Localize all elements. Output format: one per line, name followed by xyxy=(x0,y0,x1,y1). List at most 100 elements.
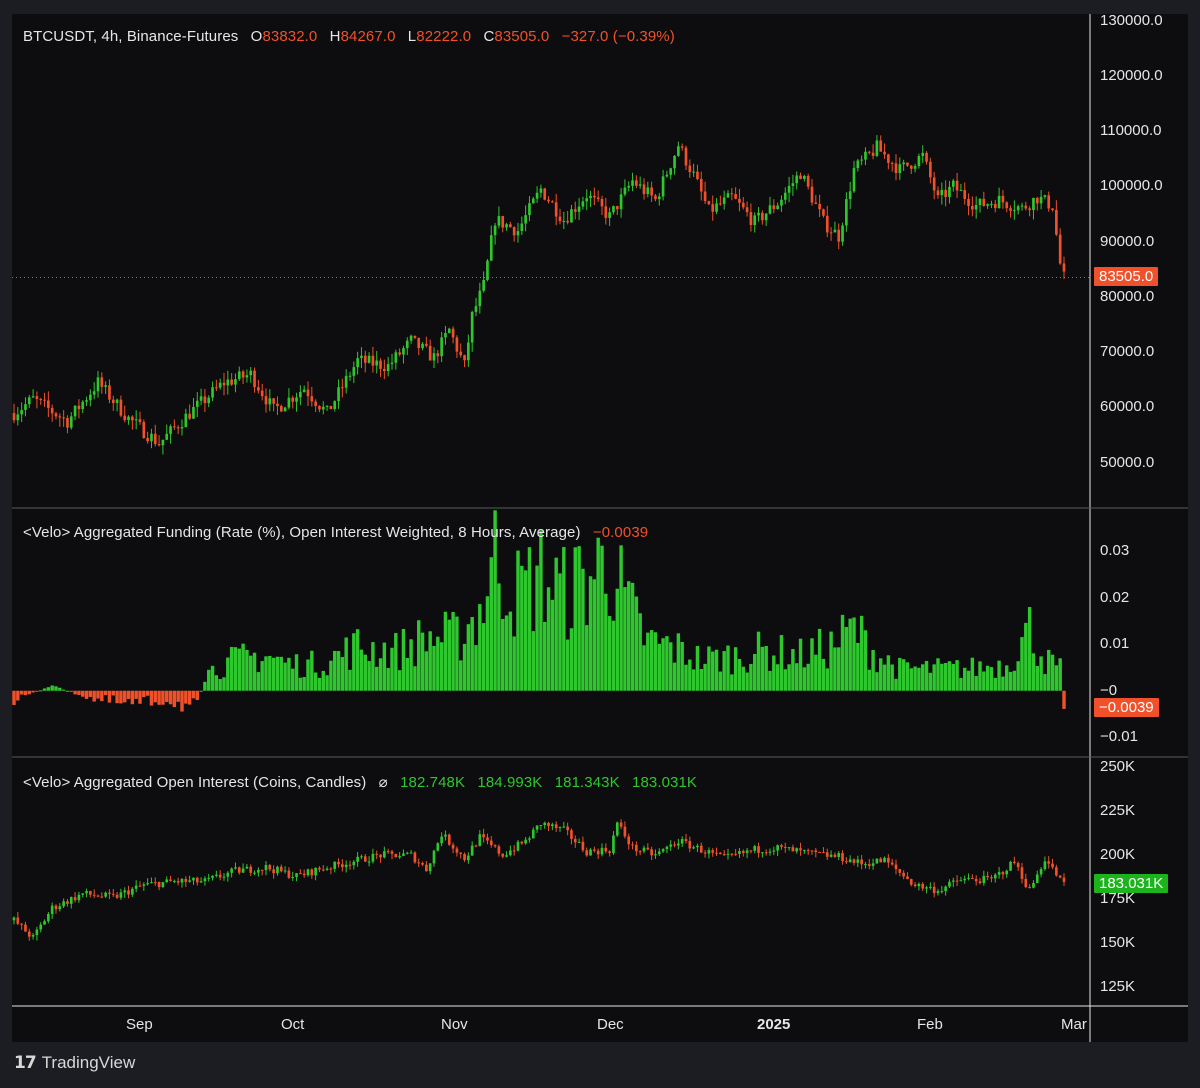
candle-body xyxy=(810,850,814,852)
candle-body xyxy=(890,162,894,164)
candle-body xyxy=(272,398,275,404)
funding-bar xyxy=(478,604,482,691)
candle-body xyxy=(146,438,149,442)
candle-body xyxy=(390,362,394,365)
candle-body xyxy=(761,852,764,854)
candle-body xyxy=(845,199,848,226)
candle-body xyxy=(673,155,676,169)
x-tick-label: 2025 xyxy=(757,1016,791,1033)
candle-body xyxy=(585,850,589,856)
candle-body xyxy=(321,406,325,410)
candle-body xyxy=(405,852,409,854)
brand[interactable]: 𝟭𝟳 TradingView xyxy=(14,1053,135,1073)
candle-body xyxy=(295,873,298,878)
candle-body xyxy=(554,824,558,829)
candle-body xyxy=(482,280,485,291)
candle-body xyxy=(799,175,802,179)
funding-bar xyxy=(588,576,593,691)
candle-body xyxy=(478,834,482,846)
candle-body xyxy=(600,198,604,207)
candle-body xyxy=(104,892,107,897)
funding-bar xyxy=(909,668,913,691)
candle-body xyxy=(394,853,398,858)
change-value: −327.0 (−0.39%) xyxy=(561,28,675,45)
candle-body xyxy=(379,360,382,369)
funding-bar xyxy=(867,669,871,691)
funding-bar xyxy=(432,645,436,691)
candle-body xyxy=(230,379,233,385)
candle-body xyxy=(31,935,35,937)
candle-body xyxy=(600,847,604,855)
candle-body xyxy=(589,849,592,856)
candle-body xyxy=(867,151,871,153)
candle-body xyxy=(237,371,241,380)
funding-bar xyxy=(126,690,131,699)
candle-body xyxy=(1009,861,1012,871)
funding-bar xyxy=(466,624,471,691)
candle-body xyxy=(772,850,776,852)
funding-bar xyxy=(50,685,54,691)
candle-body xyxy=(398,352,401,355)
candle-body xyxy=(211,875,214,878)
funding-bar xyxy=(924,660,929,691)
candle-body xyxy=(58,416,62,418)
funding-bar xyxy=(355,629,360,691)
candle-body xyxy=(1043,861,1047,870)
funding-bar xyxy=(985,665,990,691)
candle-body xyxy=(585,198,589,202)
candle-body xyxy=(577,841,581,843)
candle-body xyxy=(963,878,967,881)
candle-body xyxy=(89,891,92,895)
candle-body xyxy=(997,872,1001,875)
candle-body xyxy=(524,839,527,844)
candle-body xyxy=(444,333,447,338)
candle-body xyxy=(512,850,516,852)
candle-body xyxy=(325,868,329,870)
funding-bar xyxy=(325,675,329,691)
candle-body xyxy=(1005,202,1009,209)
candle-body xyxy=(85,891,88,894)
funding-bar xyxy=(119,690,123,704)
candle-body xyxy=(738,850,741,855)
funding-bar xyxy=(684,664,688,691)
oi-close: 183.031K xyxy=(632,774,698,791)
candle-body xyxy=(371,853,375,862)
candle-body xyxy=(1020,867,1024,879)
candle-body xyxy=(325,405,329,407)
candle-body xyxy=(188,413,191,419)
funding-bar xyxy=(940,663,944,691)
candle-body xyxy=(631,180,634,186)
funding-bar xyxy=(218,679,222,691)
funding-bar xyxy=(959,677,963,691)
candle-body xyxy=(982,875,986,884)
candle-body xyxy=(913,166,917,169)
candle-body xyxy=(100,377,104,387)
candle-body xyxy=(459,852,463,855)
candle-body xyxy=(386,364,390,372)
candle-body xyxy=(467,342,470,361)
candle-body xyxy=(638,851,642,853)
candle-body xyxy=(207,397,211,404)
candle-body xyxy=(134,419,138,421)
funding-bar xyxy=(604,593,608,691)
candle-body xyxy=(218,382,222,388)
funding-bar xyxy=(367,661,371,691)
candle-body xyxy=(302,389,306,393)
funding-bar xyxy=(997,660,1001,691)
candle-body xyxy=(825,215,829,233)
candle-body xyxy=(688,165,692,173)
funding-bar xyxy=(191,690,196,699)
candle-body xyxy=(909,879,913,885)
last-price-tag: 83505.0 xyxy=(1094,266,1159,286)
candle-body xyxy=(1058,234,1062,264)
candle-body xyxy=(516,231,520,236)
candle-body xyxy=(741,850,745,853)
funding-bar xyxy=(417,620,421,691)
candle-body xyxy=(787,185,791,193)
candle-body xyxy=(795,848,799,852)
funding-bar xyxy=(214,675,219,691)
funding-bar xyxy=(630,582,635,691)
candle-body xyxy=(753,846,757,851)
candle-body xyxy=(768,851,772,853)
